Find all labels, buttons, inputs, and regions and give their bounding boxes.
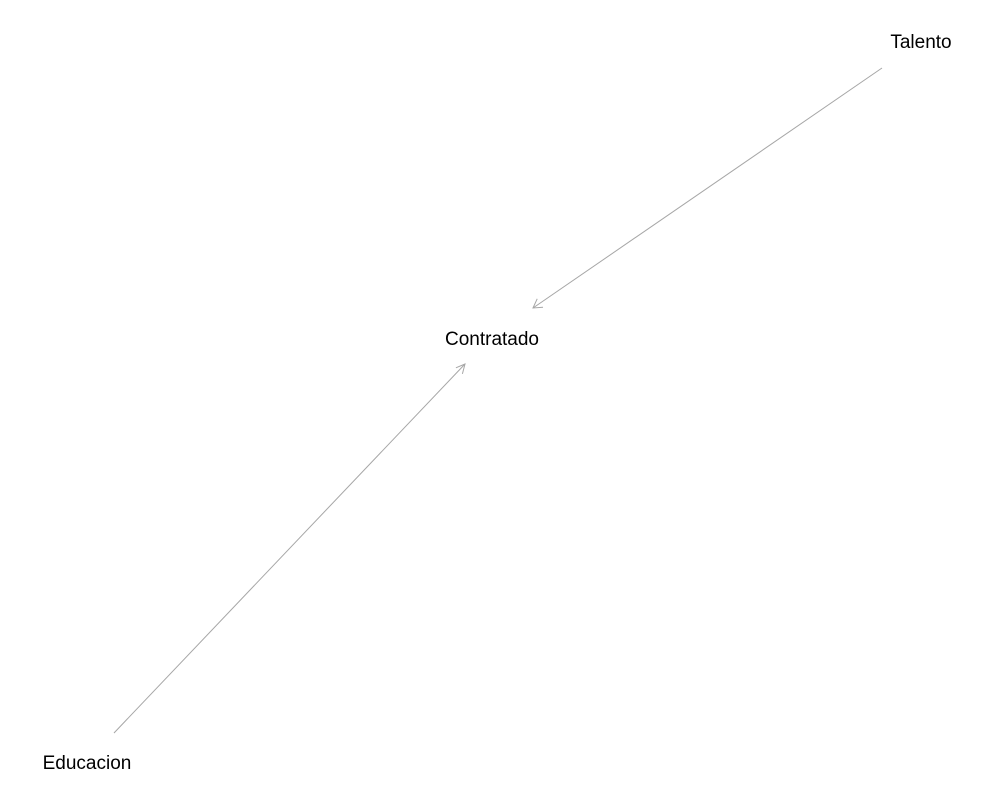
edge-line-talento-contratado	[532, 67, 883, 309]
edge-line-educacion-contratado	[113, 363, 466, 734]
node-contratado: Contratado	[445, 329, 539, 350]
arrowhead-icon	[455, 363, 466, 375]
node-talento: Talento	[890, 32, 951, 53]
node-educacion: Educacion	[43, 753, 132, 774]
arrowhead-icon	[532, 298, 544, 309]
edge-educacion-to-contratado	[113, 363, 466, 734]
edge-talento-to-contratado	[532, 67, 883, 309]
